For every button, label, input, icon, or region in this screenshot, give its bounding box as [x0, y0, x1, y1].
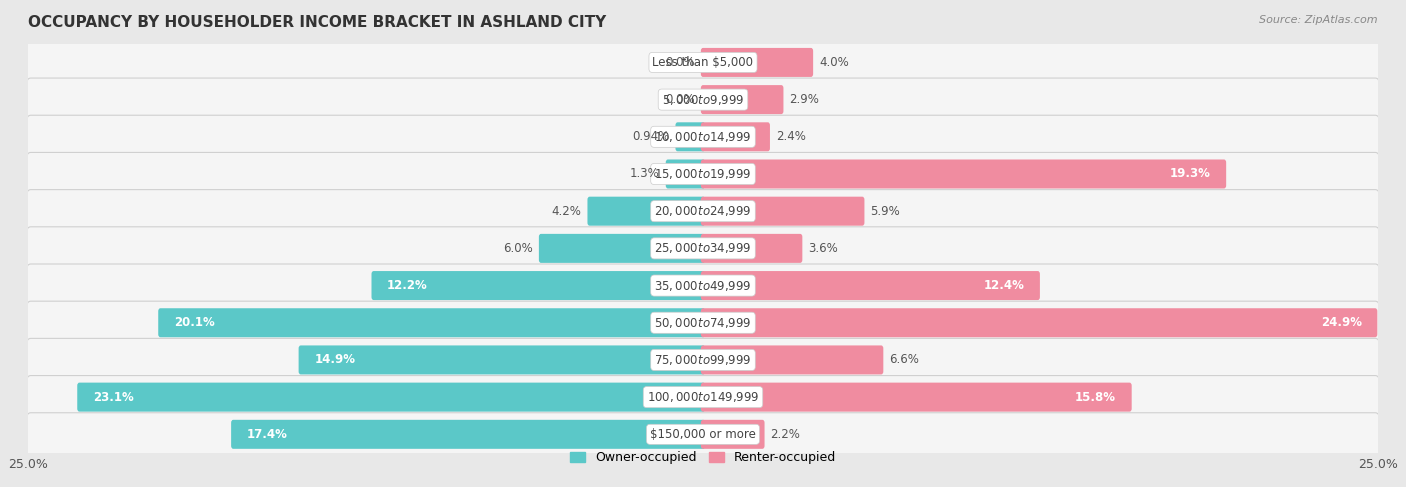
Text: 0.0%: 0.0%	[665, 56, 695, 69]
Text: OCCUPANCY BY HOUSEHOLDER INCOME BRACKET IN ASHLAND CITY: OCCUPANCY BY HOUSEHOLDER INCOME BRACKET …	[28, 15, 606, 30]
Text: 0.0%: 0.0%	[665, 93, 695, 106]
Text: 15.8%: 15.8%	[1076, 391, 1116, 404]
Text: 24.9%: 24.9%	[1320, 316, 1361, 329]
FancyBboxPatch shape	[27, 338, 1379, 381]
FancyBboxPatch shape	[371, 271, 706, 300]
Text: $10,000 to $14,999: $10,000 to $14,999	[654, 130, 752, 144]
FancyBboxPatch shape	[27, 41, 1379, 84]
Text: $15,000 to $19,999: $15,000 to $19,999	[654, 167, 752, 181]
FancyBboxPatch shape	[27, 301, 1379, 344]
FancyBboxPatch shape	[700, 48, 813, 77]
Text: 4.0%: 4.0%	[820, 56, 849, 69]
Text: 2.2%: 2.2%	[770, 428, 800, 441]
FancyBboxPatch shape	[27, 78, 1379, 121]
FancyBboxPatch shape	[27, 264, 1379, 307]
FancyBboxPatch shape	[27, 189, 1379, 233]
FancyBboxPatch shape	[675, 122, 706, 151]
Text: $100,000 to $149,999: $100,000 to $149,999	[647, 390, 759, 404]
Text: Source: ZipAtlas.com: Source: ZipAtlas.com	[1260, 15, 1378, 25]
Text: 6.6%: 6.6%	[889, 354, 920, 366]
FancyBboxPatch shape	[700, 383, 1132, 412]
Text: 2.9%: 2.9%	[789, 93, 820, 106]
Text: $50,000 to $74,999: $50,000 to $74,999	[654, 316, 752, 330]
FancyBboxPatch shape	[27, 413, 1379, 456]
FancyBboxPatch shape	[231, 420, 706, 449]
Text: 14.9%: 14.9%	[315, 354, 356, 366]
FancyBboxPatch shape	[700, 234, 803, 263]
Text: $75,000 to $99,999: $75,000 to $99,999	[654, 353, 752, 367]
FancyBboxPatch shape	[700, 271, 1040, 300]
FancyBboxPatch shape	[666, 159, 706, 188]
FancyBboxPatch shape	[27, 115, 1379, 158]
Text: $5,000 to $9,999: $5,000 to $9,999	[662, 93, 744, 107]
FancyBboxPatch shape	[588, 197, 706, 225]
FancyBboxPatch shape	[700, 420, 765, 449]
Text: 20.1%: 20.1%	[174, 316, 215, 329]
Text: 12.2%: 12.2%	[387, 279, 427, 292]
Text: 12.4%: 12.4%	[983, 279, 1024, 292]
Text: 5.9%: 5.9%	[870, 205, 900, 218]
Text: 1.3%: 1.3%	[630, 168, 659, 181]
Text: $35,000 to $49,999: $35,000 to $49,999	[654, 279, 752, 293]
Text: 2.4%: 2.4%	[776, 131, 806, 143]
Text: 17.4%: 17.4%	[247, 428, 288, 441]
FancyBboxPatch shape	[77, 383, 706, 412]
FancyBboxPatch shape	[700, 197, 865, 225]
FancyBboxPatch shape	[27, 152, 1379, 196]
Text: 25.0%: 25.0%	[8, 458, 48, 471]
Text: $25,000 to $34,999: $25,000 to $34,999	[654, 242, 752, 255]
Legend: Owner-occupied, Renter-occupied: Owner-occupied, Renter-occupied	[565, 446, 841, 469]
Text: 4.2%: 4.2%	[551, 205, 582, 218]
FancyBboxPatch shape	[700, 345, 883, 375]
FancyBboxPatch shape	[700, 159, 1226, 188]
FancyBboxPatch shape	[700, 85, 783, 114]
FancyBboxPatch shape	[538, 234, 706, 263]
FancyBboxPatch shape	[27, 375, 1379, 419]
FancyBboxPatch shape	[700, 122, 770, 151]
Text: Less than $5,000: Less than $5,000	[652, 56, 754, 69]
Text: $150,000 or more: $150,000 or more	[650, 428, 756, 441]
Text: 23.1%: 23.1%	[93, 391, 134, 404]
Text: 25.0%: 25.0%	[1358, 458, 1398, 471]
FancyBboxPatch shape	[27, 227, 1379, 270]
Text: $20,000 to $24,999: $20,000 to $24,999	[654, 204, 752, 218]
FancyBboxPatch shape	[159, 308, 706, 337]
Text: 19.3%: 19.3%	[1170, 168, 1211, 181]
Text: 3.6%: 3.6%	[808, 242, 838, 255]
FancyBboxPatch shape	[298, 345, 706, 375]
Text: 0.94%: 0.94%	[633, 131, 669, 143]
FancyBboxPatch shape	[700, 308, 1378, 337]
Text: 6.0%: 6.0%	[503, 242, 533, 255]
